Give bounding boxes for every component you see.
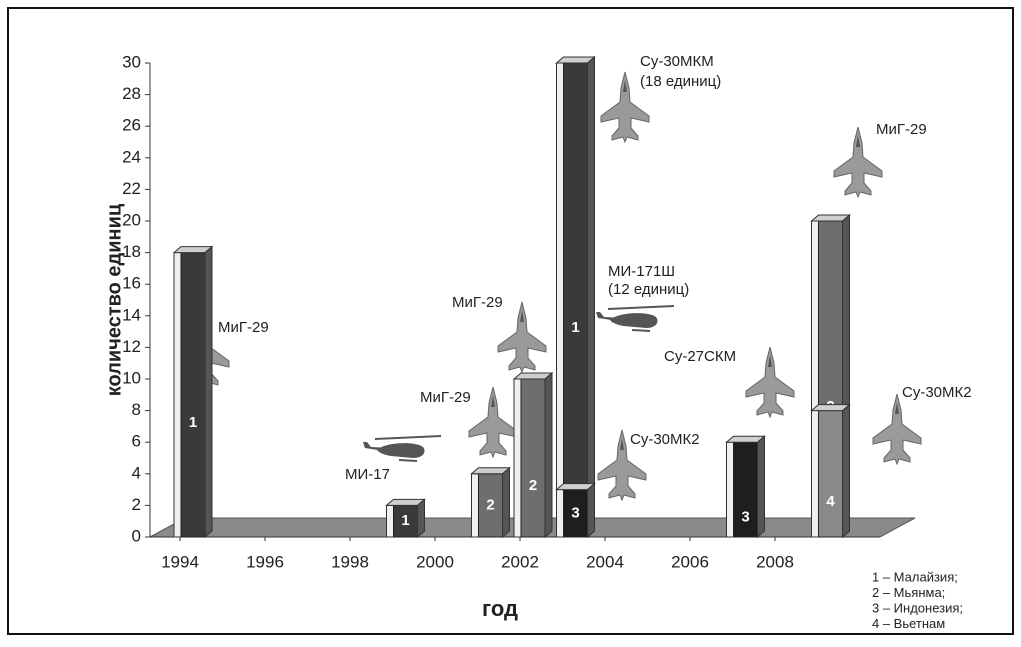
annotation: МиГ-29 — [420, 389, 471, 406]
annotation: МИ-17 — [345, 466, 390, 483]
bar-label: 4 — [826, 493, 835, 510]
bar — [514, 373, 552, 537]
bar-label: 2 — [529, 477, 537, 494]
x-tick-label: 2000 — [416, 552, 454, 571]
bar-edge — [588, 484, 595, 537]
bar-side — [557, 490, 564, 537]
bar-side — [472, 474, 479, 537]
bar-label: 1 — [401, 512, 409, 529]
bar-side — [727, 442, 734, 537]
y-tick-label: 22 — [122, 179, 141, 198]
y-tick-label: 26 — [122, 116, 141, 135]
annotation: Су-30МК2 — [630, 431, 700, 448]
bar-face — [819, 411, 843, 537]
bar-label: 2 — [486, 496, 494, 513]
bar — [557, 57, 595, 537]
bar-side — [557, 63, 564, 537]
y-tick-label: 18 — [122, 242, 141, 261]
bar-label: 1 — [571, 319, 579, 336]
legend-entry: 3 – Индонезия; — [872, 600, 963, 615]
y-tick-label: 2 — [132, 495, 141, 514]
annotation: МиГ-29 — [218, 319, 269, 336]
x-axis-label: год — [482, 596, 518, 621]
legend-entry: 1 – Малайзия; — [872, 569, 958, 584]
annotation: Су-30МКМ — [640, 53, 714, 70]
x-tick-label: 2008 — [756, 552, 794, 571]
y-tick-label: 30 — [122, 52, 141, 71]
legend-entry: 4 – Вьетнам — [872, 616, 945, 631]
annotation: МИ-171Ш — [608, 263, 675, 280]
y-tick-label: 24 — [122, 147, 141, 166]
y-axis-label: количество единиц — [103, 203, 125, 396]
bar-edge — [418, 499, 425, 537]
frame — [8, 8, 1013, 634]
annotation: (12 единиц) — [608, 281, 689, 298]
y-tick-label: 4 — [132, 463, 141, 482]
bar-side — [174, 253, 181, 537]
bar-edge — [588, 57, 595, 537]
legend-entry: 2 – Мьянма; — [872, 585, 945, 600]
bar-label: 3 — [741, 509, 749, 526]
x-tick-label: 1996 — [246, 552, 284, 571]
annotation: Су-30МК2 — [902, 384, 972, 401]
annotation: МиГ-29 — [452, 294, 503, 311]
bar-edge — [758, 436, 765, 537]
y-tick-label: 20 — [122, 210, 141, 229]
x-tick-label: 1994 — [161, 552, 199, 571]
bar-side — [387, 505, 394, 537]
annotation: МиГ-29 — [876, 121, 927, 138]
bar-label: 3 — [571, 504, 579, 521]
x-tick-label: 2006 — [671, 552, 709, 571]
y-tick-label: 8 — [132, 400, 141, 419]
bar-edge — [205, 247, 212, 537]
bar-edge — [545, 373, 552, 537]
y-tick-label: 14 — [122, 305, 141, 324]
bar-face — [564, 63, 588, 537]
chart: количество единиц год 024681012141618202… — [0, 0, 1021, 642]
bar-edge — [503, 468, 510, 537]
bar-label: 1 — [189, 414, 197, 431]
bar-face — [521, 379, 545, 537]
bar-edge — [843, 405, 850, 537]
annotation: Су-27СКМ — [664, 348, 736, 365]
y-tick-label: 6 — [132, 432, 141, 451]
x-tick-label: 2004 — [586, 552, 624, 571]
bar — [174, 247, 212, 537]
bar-side — [812, 411, 819, 537]
y-tick-label: 16 — [122, 274, 141, 293]
annotation: (18 единиц) — [640, 73, 721, 90]
x-tick-label: 1998 — [331, 552, 369, 571]
bar-side — [514, 379, 521, 537]
bar — [812, 405, 850, 537]
y-tick-label: 12 — [122, 337, 141, 356]
y-tick-label: 0 — [132, 526, 141, 545]
bar-face — [181, 253, 205, 537]
y-tick-label: 28 — [122, 84, 141, 103]
x-tick-label: 2002 — [501, 552, 539, 571]
y-tick-label: 10 — [122, 368, 141, 387]
